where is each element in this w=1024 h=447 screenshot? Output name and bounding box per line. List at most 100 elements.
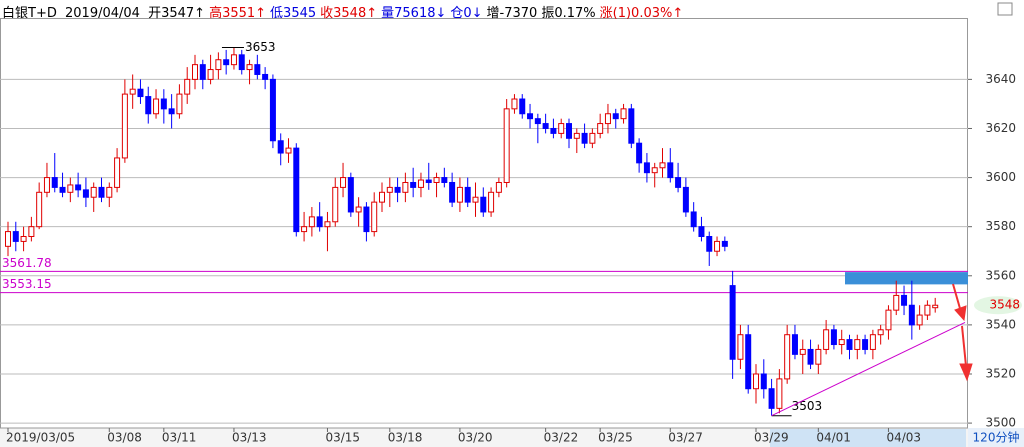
- candle-body: [316, 216, 323, 228]
- candle-body: [527, 113, 534, 120]
- candle-body: [355, 206, 362, 213]
- stat: 振0.17%: [541, 6, 596, 21]
- candle-body: [28, 226, 35, 238]
- candle-body: [386, 186, 393, 193]
- candle-body: [885, 309, 892, 331]
- x-tick-label: 03/27: [668, 431, 703, 445]
- candle-body: [558, 123, 565, 134]
- candle-body: [230, 54, 237, 66]
- candle-body: [534, 118, 541, 125]
- x-axis-highlight: [770, 429, 966, 447]
- candle-body: [456, 186, 463, 203]
- period-box[interactable]: [968, 428, 1024, 447]
- arrows: [952, 283, 973, 382]
- zone: [845, 272, 968, 285]
- candle-body: [215, 59, 222, 71]
- candle-body: [137, 88, 144, 98]
- candle-body: [402, 181, 409, 193]
- candle-body: [449, 181, 456, 203]
- candle-body: [51, 177, 58, 188]
- candle-body: [340, 177, 347, 188]
- candle-body: [768, 388, 775, 409]
- candle-body: [90, 186, 97, 198]
- candle-body: [604, 113, 611, 125]
- y-tick-label: 3580: [985, 219, 1016, 233]
- candle-body: [519, 98, 526, 115]
- trendline: [771, 321, 966, 417]
- candle-body: [581, 132, 588, 144]
- candle-body: [277, 140, 284, 154]
- y-tick-label: 3620: [985, 121, 1016, 135]
- candle-body: [753, 373, 759, 390]
- candle-body: [145, 96, 152, 115]
- candle-body: [59, 186, 66, 193]
- candle-body: [121, 93, 128, 159]
- candle-body: [846, 339, 853, 350]
- candle-body: [612, 113, 619, 120]
- candle-body: [43, 177, 50, 193]
- candle-body: [223, 59, 230, 66]
- peak-label: 3653: [245, 40, 276, 54]
- candle-body: [441, 177, 448, 183]
- trough-label: 3503: [792, 399, 823, 413]
- candle-body: [651, 167, 658, 174]
- candle-body: [199, 64, 206, 80]
- y-tick-label: 3500: [985, 416, 1016, 430]
- candle-body: [682, 186, 689, 213]
- candle-body: [82, 189, 89, 198]
- candle-body: [67, 184, 74, 193]
- candle-body: [620, 108, 627, 120]
- y-tick-label: 3560: [985, 268, 1016, 282]
- candle-body: [293, 147, 300, 233]
- settings-icon[interactable]: [997, 2, 1013, 16]
- candle-body: [472, 196, 479, 203]
- x-tick-label: 03/29: [754, 431, 789, 445]
- candle-body: [698, 226, 705, 238]
- candle-body: [379, 191, 385, 203]
- stat: 低3545: [270, 6, 317, 21]
- candle-body: [916, 314, 923, 326]
- x-tick-label: 03/08: [107, 431, 142, 445]
- candle-body: [207, 69, 214, 80]
- candle-body: [729, 285, 736, 360]
- candle-body: [690, 211, 697, 228]
- candle-body: [573, 132, 580, 139]
- candle-body: [830, 329, 837, 346]
- arrow-head: [959, 363, 973, 382]
- candle-body: [480, 196, 487, 213]
- y-tick-label: 3540: [985, 317, 1016, 331]
- candle-body: [153, 98, 160, 115]
- candle-body: [636, 142, 643, 164]
- candle-body: [550, 127, 557, 134]
- candle-body: [114, 157, 121, 188]
- candle-body: [721, 240, 728, 247]
- arrow-head: [954, 305, 967, 322]
- x-tick-label: 03/20: [458, 431, 493, 445]
- candle-body: [807, 348, 814, 365]
- last-price-glow: [974, 296, 1022, 315]
- candle-body: [332, 186, 339, 223]
- candle-body: [246, 64, 253, 71]
- stat: 收3548↑: [320, 6, 378, 21]
- candle-body: [417, 179, 424, 188]
- candle-body: [238, 54, 245, 71]
- level-label: 3553.15: [2, 277, 52, 291]
- candle-body: [908, 304, 915, 326]
- period-label: 120分钟: [973, 430, 1020, 445]
- candle-body: [503, 108, 510, 183]
- plot-frame: [0, 18, 968, 429]
- candle-body: [262, 73, 269, 80]
- candle-body: [659, 162, 666, 169]
- candle-body: [75, 184, 82, 191]
- stat: 开3547↑: [148, 6, 206, 21]
- arrow: [961, 325, 967, 367]
- candle-body: [760, 373, 767, 390]
- stat: 涨(1)0.03%↑: [599, 6, 684, 21]
- candle-body: [129, 88, 136, 95]
- candle-body: [854, 339, 861, 350]
- y-tick-label: 3600: [985, 170, 1016, 184]
- arrow: [952, 283, 962, 313]
- date: 2019/04/04: [65, 6, 140, 21]
